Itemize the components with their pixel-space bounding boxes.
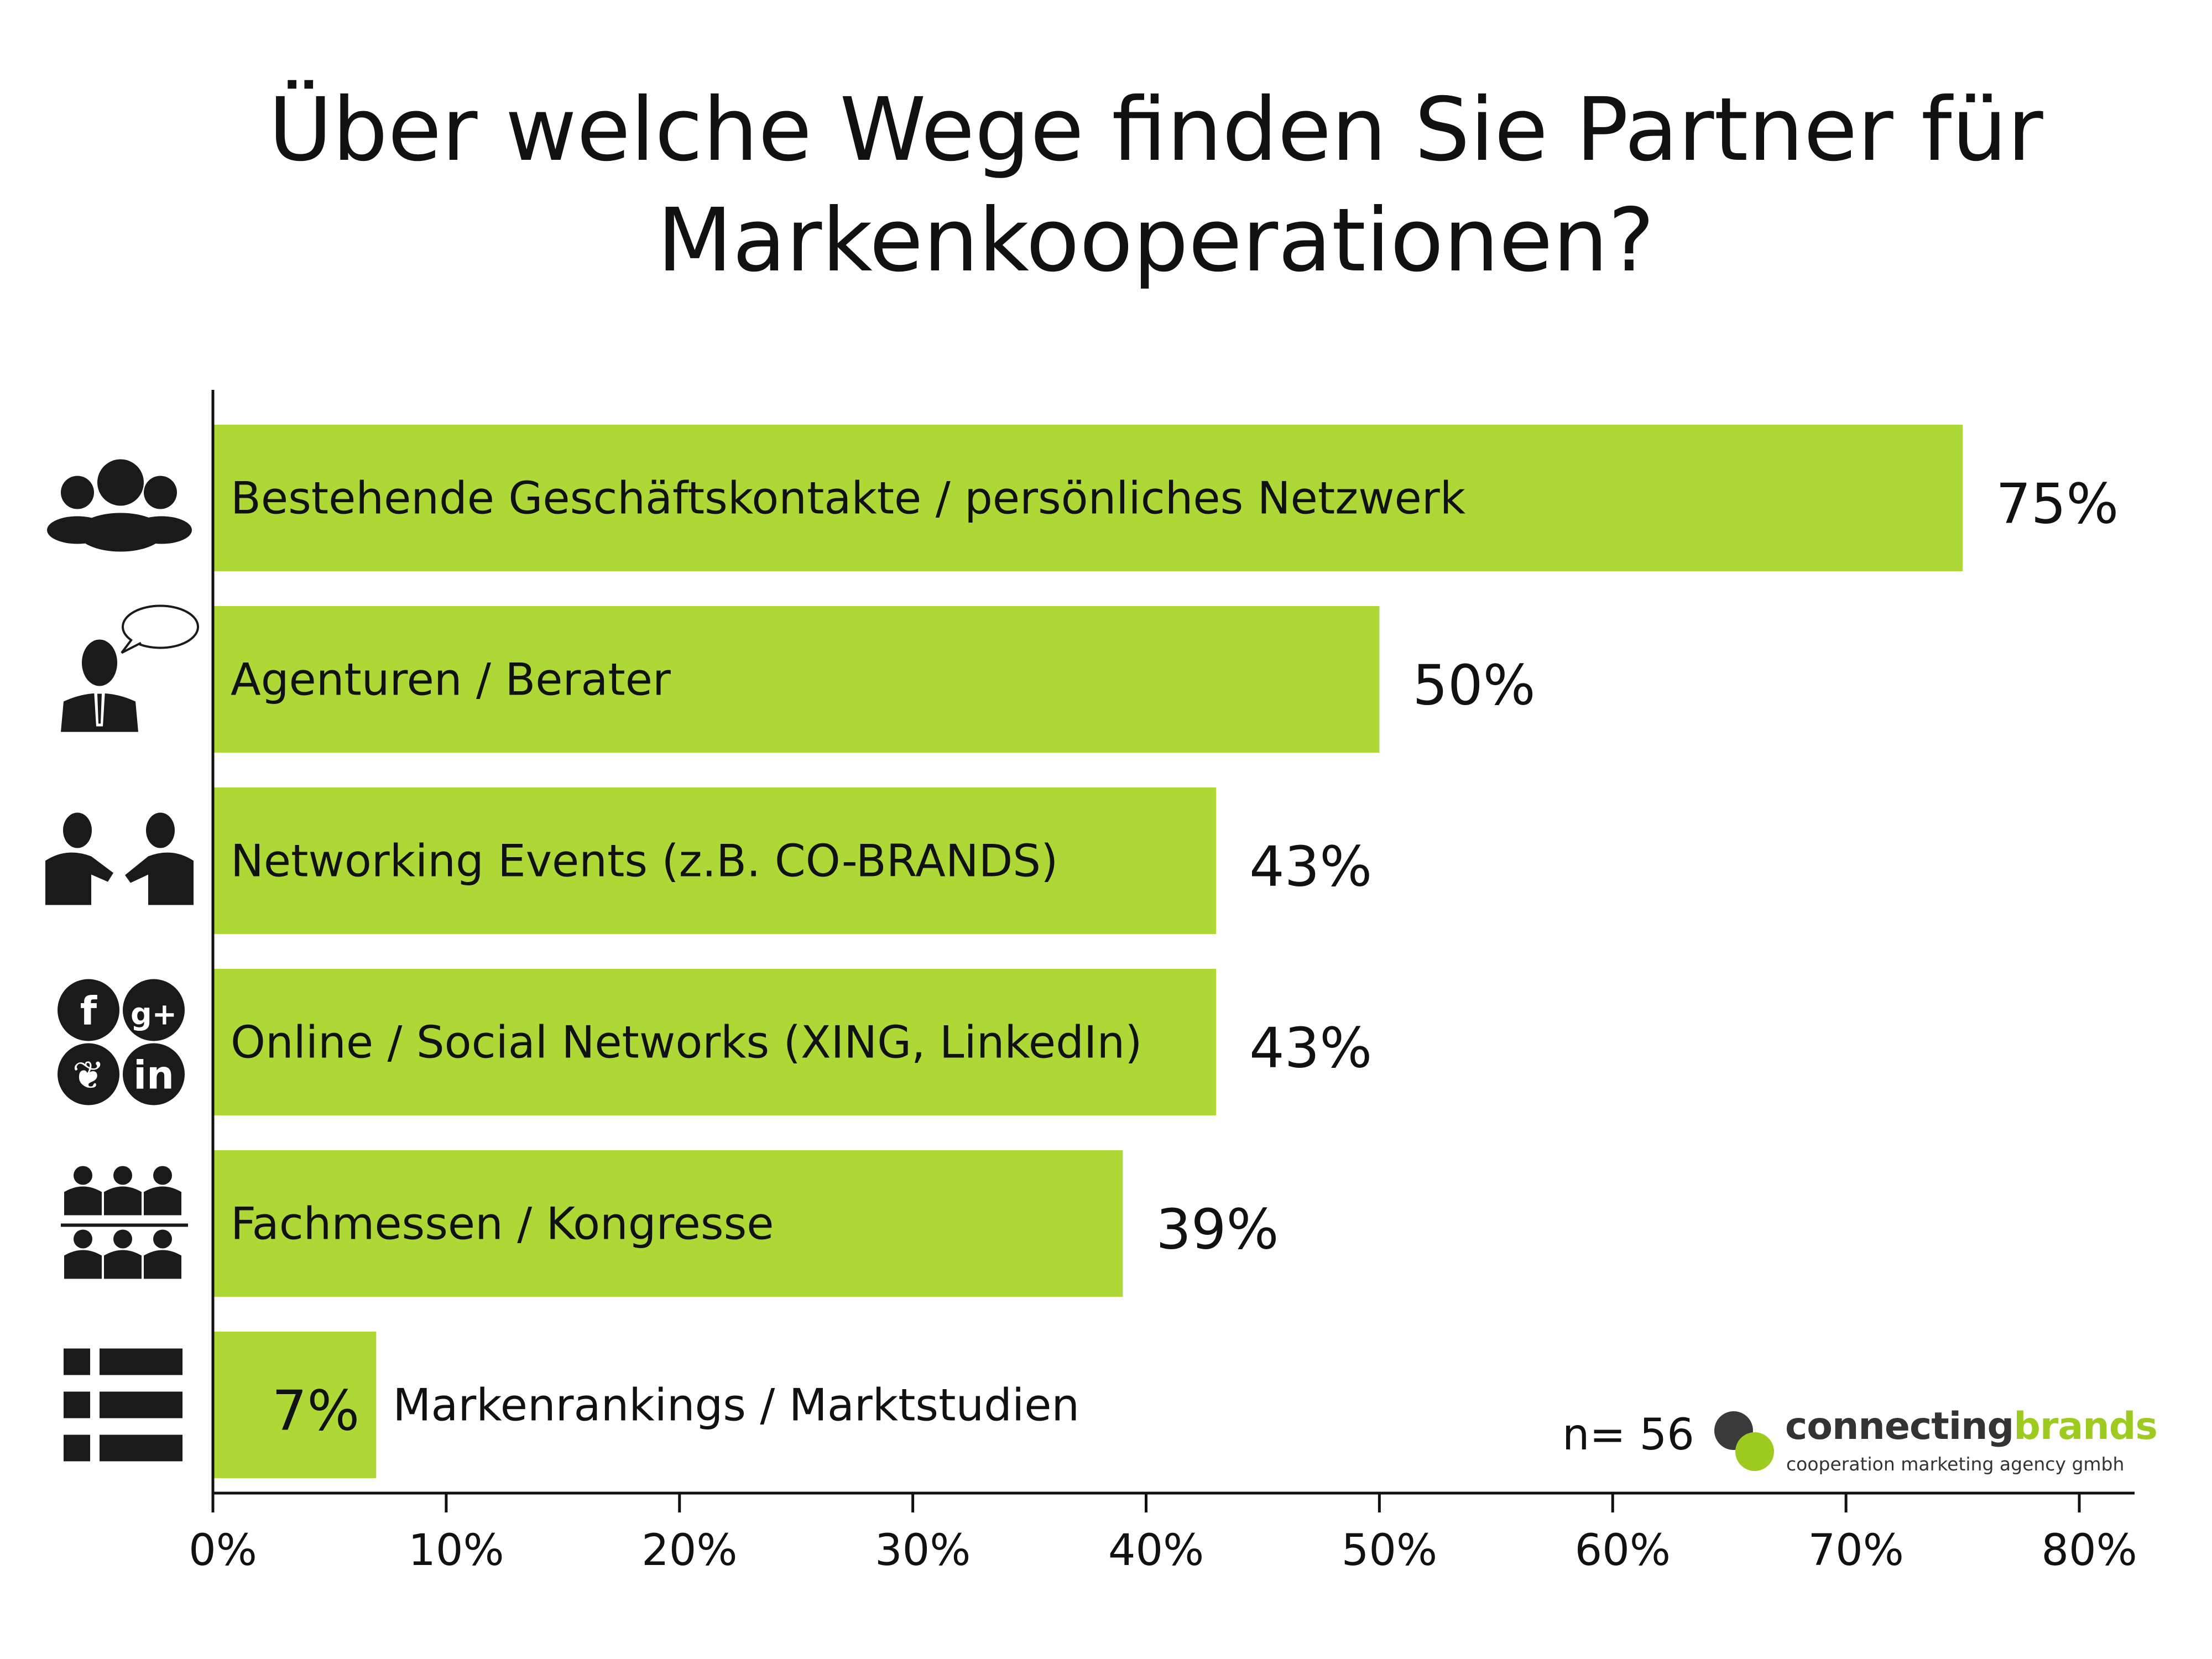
x-tick-label: 70%	[1808, 1526, 1903, 1575]
bar-category-label: Fachmessen / Kongresse	[231, 1198, 774, 1250]
x-tick-label: 60%	[1575, 1526, 1671, 1575]
consultant-speech-icon	[61, 604, 199, 732]
bar-value-label: 43%	[1249, 1016, 1372, 1081]
bar	[213, 787, 1217, 934]
bar	[213, 606, 1380, 753]
axes: 0% 10% 20% 30% 40% 50% 60% 70% 80%	[189, 390, 2137, 1575]
bar-category-label: Bestehende Geschäftskontakte / persönlic…	[231, 473, 1466, 524]
svg-text:f: f	[80, 989, 98, 1034]
x-tick-label: 50%	[1342, 1526, 1437, 1575]
bar-value-label: 50%	[1412, 653, 1535, 718]
bar	[213, 1150, 1123, 1297]
bars: Bestehende Geschäftskontakte / persönlic…	[213, 425, 2119, 1478]
bar-category-label: Agenturen / Berater	[231, 654, 671, 706]
sample-size-note: n= 56	[1562, 1410, 1694, 1460]
category-icons: f g+ ❦ in	[45, 459, 199, 1462]
x-tick-label: 30%	[875, 1526, 971, 1575]
logo-tagline: cooperation marketing agency gmbh	[1786, 1453, 2125, 1475]
social-networks-icon: f g+ ❦ in	[58, 979, 185, 1105]
bar-category-label: Markenrankings / Marktstudien	[393, 1380, 1079, 1431]
x-tick-label: 20%	[641, 1526, 737, 1575]
bar-category-label: Networking Events (z.B. CO-BRANDS)	[231, 836, 1058, 887]
chart-title-line-1: Über welche Wege finden Sie Partner für	[268, 79, 2043, 181]
svg-text:g+: g+	[131, 997, 177, 1032]
bar-value-label: 75%	[1996, 472, 2119, 536]
x-tick-label: 80%	[2041, 1526, 2137, 1575]
bar	[213, 1332, 377, 1478]
list-icon	[64, 1348, 182, 1462]
bar-category-label: Online / Social Networks (XING, LinkedIn…	[231, 1017, 1142, 1068]
chart-title-line-2: Markenkooperationen?	[657, 190, 1655, 291]
audience-icon	[61, 1166, 188, 1279]
logo-name-part-1: connecting	[1785, 1405, 2014, 1448]
x-tick-label: 40%	[1108, 1526, 1204, 1575]
svg-text:in: in	[133, 1053, 174, 1098]
svg-text:❦: ❦	[72, 1053, 105, 1098]
group-icon	[47, 459, 192, 552]
x-tick-label: 0%	[189, 1526, 257, 1575]
logo-green-circle	[1735, 1432, 1774, 1471]
bar-value-label: 43%	[1249, 834, 1372, 899]
logo-name: connectingbrands	[1785, 1405, 2158, 1448]
bar	[213, 425, 1963, 571]
company-logo: connectingbrands cooperation marketing a…	[1714, 1405, 2158, 1493]
x-tick-label: 10%	[408, 1526, 504, 1575]
bar-value-label: 39%	[1156, 1197, 1279, 1262]
handshake-meeting-icon	[45, 812, 194, 905]
bar-value-label: 7%	[272, 1379, 360, 1443]
logo-name-part-2: brands	[2013, 1405, 2158, 1448]
bar	[213, 969, 1217, 1115]
